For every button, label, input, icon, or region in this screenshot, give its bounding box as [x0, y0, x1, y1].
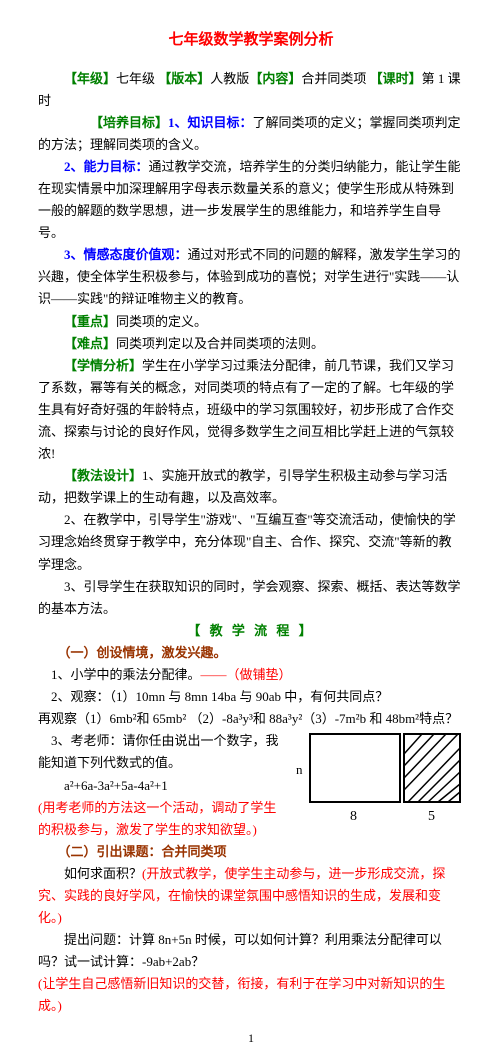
nd-label: 【难点】	[64, 336, 116, 351]
goal1-label: 1、知识目标：	[168, 115, 253, 130]
grade-label: 【年级】	[64, 71, 116, 86]
jf-label: 【教法设计】	[64, 468, 142, 483]
page: 七年级数学教学案例分析 【年级】七年级 【版本】人教版【内容】合并同类项 【课时…	[0, 0, 502, 1060]
nd-body: 同类项判定以及合并同类项的法则。	[116, 336, 324, 351]
diagram-hatch	[404, 734, 460, 802]
xueqing: 【学情分析】学生在小学学习过乘法分配律，前几节课，我们又学习了系数，幂等有关的概…	[38, 355, 464, 465]
q1-note: ——（做铺垫）	[201, 667, 292, 682]
jf-two: 2、在教学中，引导学生"游戏"、"互编互查"等交流活动，使愉快的学习理念始终贯穿…	[38, 512, 456, 571]
goal-line-2: 2、能力目标：通过教学交流，培养学生的分类归纳能力，能让学生能在现实情景中加深理…	[38, 156, 464, 244]
diagram-rect-left	[310, 734, 400, 802]
diagram-label-8: 8	[350, 809, 357, 824]
q3-expr: a²+6a-3a²+5a-4a²+1	[38, 775, 286, 797]
grade-val: 七年级	[116, 71, 158, 86]
q3-text-col: 3、考老师：请你任由说出一个数字，我能知道下列代数式的值。 a²+6a-3a²+…	[38, 730, 286, 863]
doc-title: 七年级数学教学案例分析	[38, 28, 464, 54]
q2b: 再观察（1）6mb²和 65mb² （2）-8a³y³和 88a³y²（3）-7…	[38, 708, 464, 730]
version-label: 【版本】	[158, 71, 210, 86]
q3-row: 3、考老师：请你任由说出一个数字，我能知道下列代数式的值。 a²+6a-3a²+…	[38, 730, 464, 863]
jiaofa-3: 3、引导学生在获取知识的同时，学会观察、探索、概括、表达等数学的基本方法。	[38, 576, 464, 620]
nandian: 【难点】同类项判定以及合并同类项的法则。	[38, 333, 464, 355]
time-label: 【课时】	[370, 71, 422, 86]
jf-three: 3、引导学生在获取知识的同时，学会观察、探索、概括、表达等数学的基本方法。	[38, 579, 461, 616]
diagram-svg: n 8 5	[292, 730, 464, 830]
goal2-label: 2、能力目标：	[64, 159, 149, 174]
page-number: 1	[38, 1028, 464, 1048]
doc-title-text: 七年级数学教学案例分析	[168, 32, 333, 48]
xq-body: 学生在小学学习过乘法分配律，前几节课，我们又学习了系数，幂等有关的概念，对同类项…	[38, 358, 454, 461]
goal-line-1: 【培养目标】1、知识目标：了解同类项的定义；掌握同类项判定的方法；理解同类项的含…	[38, 112, 464, 156]
content-val: 合并同类项	[301, 71, 369, 86]
goal-line-3: 3、情感态度价值观：通过对形式不同的问题的解释，激发学生学习的兴趣，使全体学生积…	[38, 244, 464, 310]
jiaofa-1: 【教法设计】1、实施开放式的教学，引导学生积极主动参与学习活动，把数学课上的生动…	[38, 465, 464, 509]
q2: 2、观察：（1）10mn 与 8mn 14ba 与 90ab 中，有何共同点？	[38, 686, 464, 708]
flow-heading: 【 教 学 流 程 】	[38, 620, 464, 642]
zd-label: 【重点】	[64, 314, 116, 329]
zhongdian: 【重点】同类项的定义。	[38, 311, 464, 333]
zd-body: 同类项的定义。	[116, 314, 207, 329]
s2-p3: (让学生自己感悟新旧知识的交替，衔接，有利于在学习中对新知识的生成。)	[38, 973, 464, 1017]
s2-p1a: 如何求面积？	[64, 866, 142, 881]
q3-lead: 3、考老师：请你任由说出一个数字，我能知道下列代数式的值。	[38, 730, 286, 774]
xq-label: 【学情分析】	[64, 358, 142, 373]
q1: 1、小学中的乘法分配律。——（做铺垫）	[38, 664, 464, 686]
section-2-head: （二）引出课题：合并同类项	[38, 841, 286, 863]
intro-line: 【年级】七年级 【版本】人教版【内容】合并同类项 【课时】第 1 课时	[38, 68, 464, 112]
version-val: 人教版	[210, 71, 249, 86]
content-label: 【内容】	[249, 71, 301, 86]
goal-head: 【培养目标】	[90, 115, 168, 130]
section-1-head: （一）创设情境，激发兴趣。	[38, 642, 464, 664]
goal3-label: 3、情感态度价值观：	[64, 247, 188, 262]
jiaofa-2: 2、在教学中，引导学生"游戏"、"互编互查"等交流活动，使愉快的学习理念始终贯穿…	[38, 509, 464, 575]
diagram-label-5: 5	[428, 809, 435, 824]
q3-note: (用考老师的方法这一个活动，调动了学生的积极参与，激发了学生的求知欲望。)	[38, 797, 286, 841]
s2-p2: 提出问题：计算 8n+5n 时候，可以如何计算？利用乘法分配律可以吗？试一试计算…	[38, 929, 464, 973]
area-diagram: n 8 5	[292, 730, 464, 837]
q1-text: 1、小学中的乘法分配律。	[51, 667, 201, 682]
s2-p1: 如何求面积？(开放式教学，使学生主动参与，进一步形成交流，探究、实践的良好学风，…	[38, 863, 464, 929]
diagram-n-label: n	[296, 762, 303, 777]
